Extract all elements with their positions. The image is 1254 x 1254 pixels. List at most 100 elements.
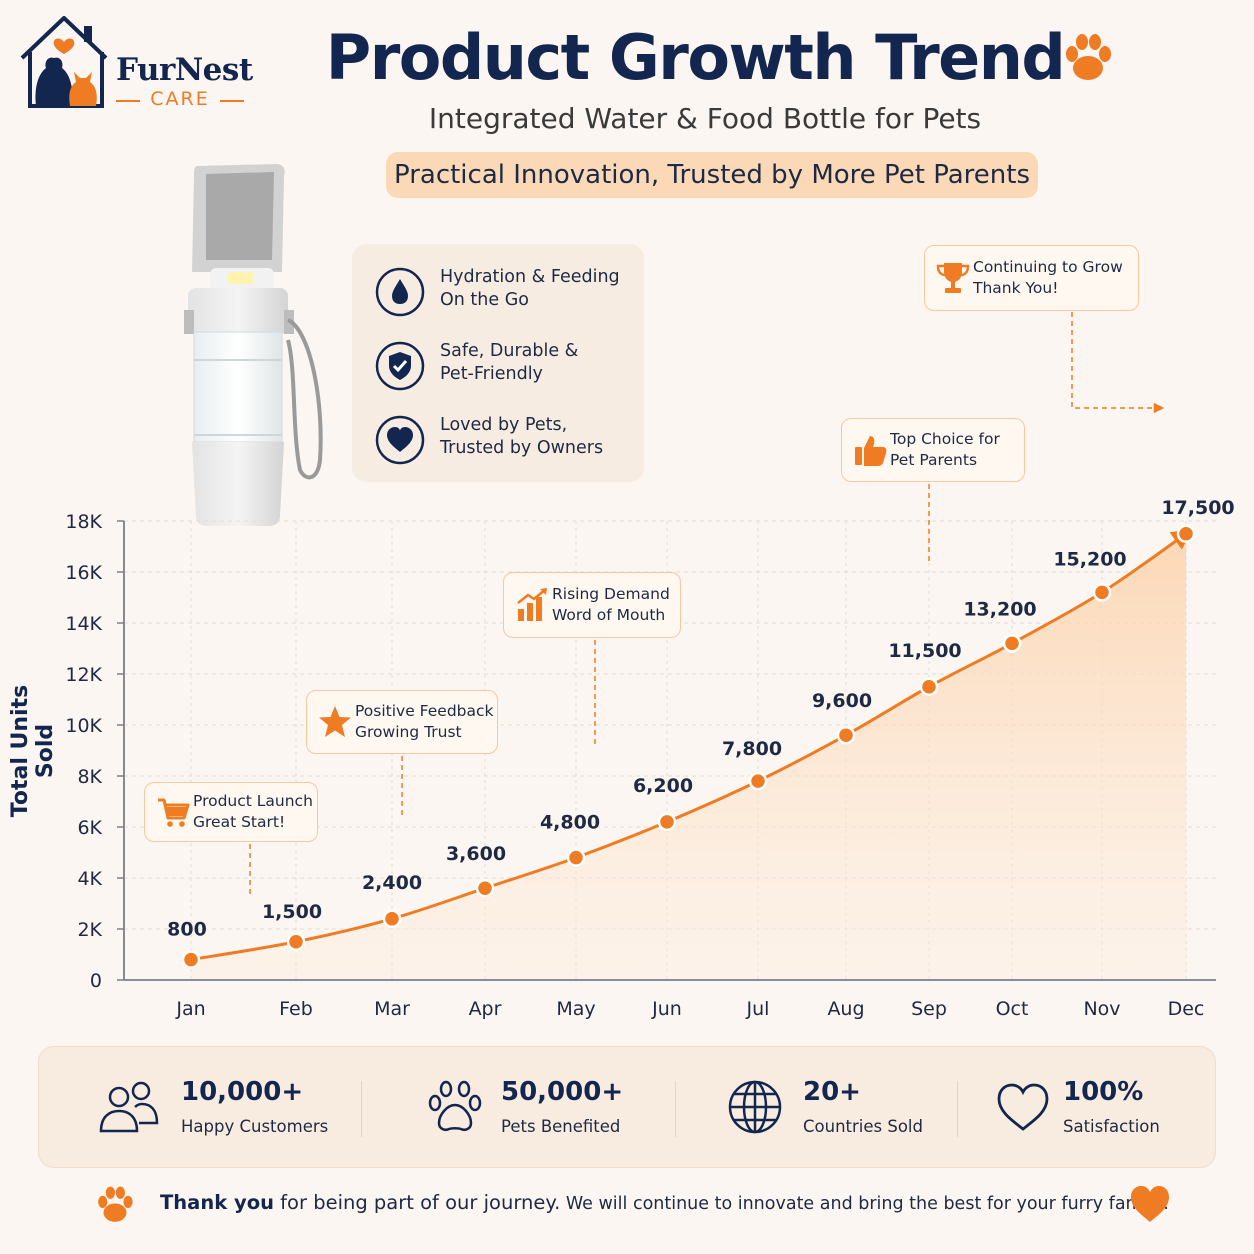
x-tick-label: Jan <box>175 998 205 1020</box>
trophy-icon <box>936 263 970 293</box>
annotation-line1: Top Choice for <box>890 430 1000 448</box>
x-tick-label: Mar <box>374 998 410 1020</box>
y-tick-label: 6K <box>77 817 102 839</box>
data-point <box>566 848 586 867</box>
stat-item: 20+ Countries Sold <box>725 1077 965 1147</box>
annotation-line2: Pet Parents <box>890 451 978 469</box>
stat-label: Countries Sold <box>803 1117 923 1136</box>
feature-line2: Trusted by Owners <box>440 438 604 458</box>
stat-label: Happy Customers <box>181 1117 329 1136</box>
footer-bold: Thank you <box>160 1191 274 1214</box>
x-tick-label: Jun <box>651 998 682 1020</box>
data-point <box>382 909 402 929</box>
data-point <box>836 725 856 745</box>
stat-value: 100% <box>1063 1077 1144 1107</box>
paw-icon <box>98 1186 133 1222</box>
y-tick-label: 16K <box>65 562 102 584</box>
annotation-callout: Continuing to Grow Thank You! <box>924 245 1139 311</box>
feature-item: Safe, Durable & Pet-Friendly <box>374 336 644 394</box>
x-tick-label: Dec <box>1168 998 1205 1020</box>
annotation-line1: Product Launch <box>193 792 313 810</box>
data-point <box>1092 583 1112 602</box>
stat-value: 10,000+ <box>181 1077 304 1107</box>
data-label: 4,800 <box>540 812 600 834</box>
footer-text: for being part of our journey. <box>273 1191 561 1214</box>
heart-icon <box>1131 1186 1169 1222</box>
page-title: Product Growth Trend <box>325 21 1066 94</box>
annotation-line2: Growing Trust <box>355 723 462 741</box>
feature-item: Loved by Pets, Trusted by Owners <box>374 410 644 468</box>
paw-icon <box>1066 34 1111 80</box>
annotation-line2: Great Start! <box>193 813 286 831</box>
y-tick-label: 8K <box>77 766 102 788</box>
data-label: 1,500 <box>262 901 322 923</box>
annotation-callout: Product Launch Great Start! <box>144 782 318 842</box>
data-point <box>919 677 939 696</box>
annotation-callout: Top Choice for Pet Parents <box>841 418 1025 482</box>
feature-item: Hydration & Feeding On the Go <box>374 262 644 320</box>
paw-icon <box>428 1080 482 1131</box>
x-tick-label: Jul <box>746 998 770 1020</box>
heart-outline-icon <box>997 1083 1049 1131</box>
page-subtitle: Integrated Water & Food Bottle for Pets <box>428 102 982 135</box>
data-label: 3,600 <box>446 843 506 865</box>
feature-line2: Pet-Friendly <box>440 364 543 384</box>
data-label: 2,400 <box>362 872 422 894</box>
data-label: 9,600 <box>812 690 872 712</box>
data-label: 13,200 <box>963 598 1036 620</box>
annotation-line1: Positive Feedback <box>355 702 494 720</box>
stat-value: 20+ <box>803 1077 861 1107</box>
globe-icon <box>728 1080 782 1134</box>
stat-value: 50,000+ <box>501 1077 624 1107</box>
brand-sub: CARE <box>116 88 244 110</box>
x-tick-label: Feb <box>279 998 313 1020</box>
annotation-line2: Word of Mouth <box>552 606 666 624</box>
y-axis-label: Total Units Sold <box>8 684 58 818</box>
cart-icon <box>158 798 190 827</box>
brand-logo: FurNest CARE <box>16 14 256 114</box>
y-tick-label: 2K <box>77 919 102 941</box>
data-point <box>286 932 306 951</box>
annotation-line1: Rising Demand <box>552 585 670 603</box>
data-label: 6,200 <box>633 775 693 797</box>
y-tick-label: 18K <box>65 511 102 533</box>
y-tick-label: 14K <box>65 613 102 635</box>
x-tick-label: Apr <box>469 998 502 1020</box>
x-tick-label: Sep <box>911 998 947 1020</box>
feature-line1: Hydration & Feeding <box>440 267 620 287</box>
feature-line1: Safe, Durable & <box>440 341 579 361</box>
stat-item: 50,000+ Pets Benefited <box>423 1077 673 1147</box>
annotation-line2: Thank You! <box>973 279 1059 297</box>
data-label: 7,800 <box>722 738 782 760</box>
data-label: 15,200 <box>1053 548 1126 570</box>
stat-item: 10,000+ Happy Customers <box>97 1077 357 1147</box>
footer-message: Thank you for being part of our journey.… <box>160 1186 1170 1220</box>
footer-small-text: We will continue to innovate and bring t… <box>560 1194 1170 1214</box>
bar-chart-icon <box>517 588 547 621</box>
heart-icon <box>375 415 425 465</box>
data-point <box>1176 524 1196 543</box>
feature-line1: Loved by Pets, <box>440 415 568 435</box>
data-point <box>748 771 768 791</box>
stat-item: 100% Satisfaction <box>993 1077 1193 1147</box>
x-tick-label: May <box>556 998 595 1020</box>
shield-check-icon <box>375 341 425 391</box>
brand-name: FurNest <box>116 52 253 88</box>
series-area <box>191 533 1186 980</box>
data-point <box>181 950 201 969</box>
x-tick-label: Aug <box>827 998 864 1020</box>
annotation-callout: Rising Demand Word of Mouth <box>503 572 681 638</box>
tagline-banner: Practical Innovation, Trusted by More Pe… <box>386 152 1038 198</box>
features-card: Hydration & Feeding On the Go Safe, Dura… <box>352 244 644 482</box>
data-label: 17,500 <box>1161 497 1234 519</box>
annotation-connector <box>1071 312 1165 414</box>
data-label: 11,500 <box>888 640 961 662</box>
y-tick-label: 0 <box>90 970 102 992</box>
x-tick-label: Oct <box>996 998 1029 1020</box>
y-tick-label: 12K <box>65 664 102 686</box>
y-tick-label: 4K <box>77 868 102 890</box>
data-label: 800 <box>167 919 207 941</box>
thumbs-up-icon <box>855 436 887 466</box>
house-pets-icon <box>20 16 108 108</box>
data-point <box>475 878 495 898</box>
